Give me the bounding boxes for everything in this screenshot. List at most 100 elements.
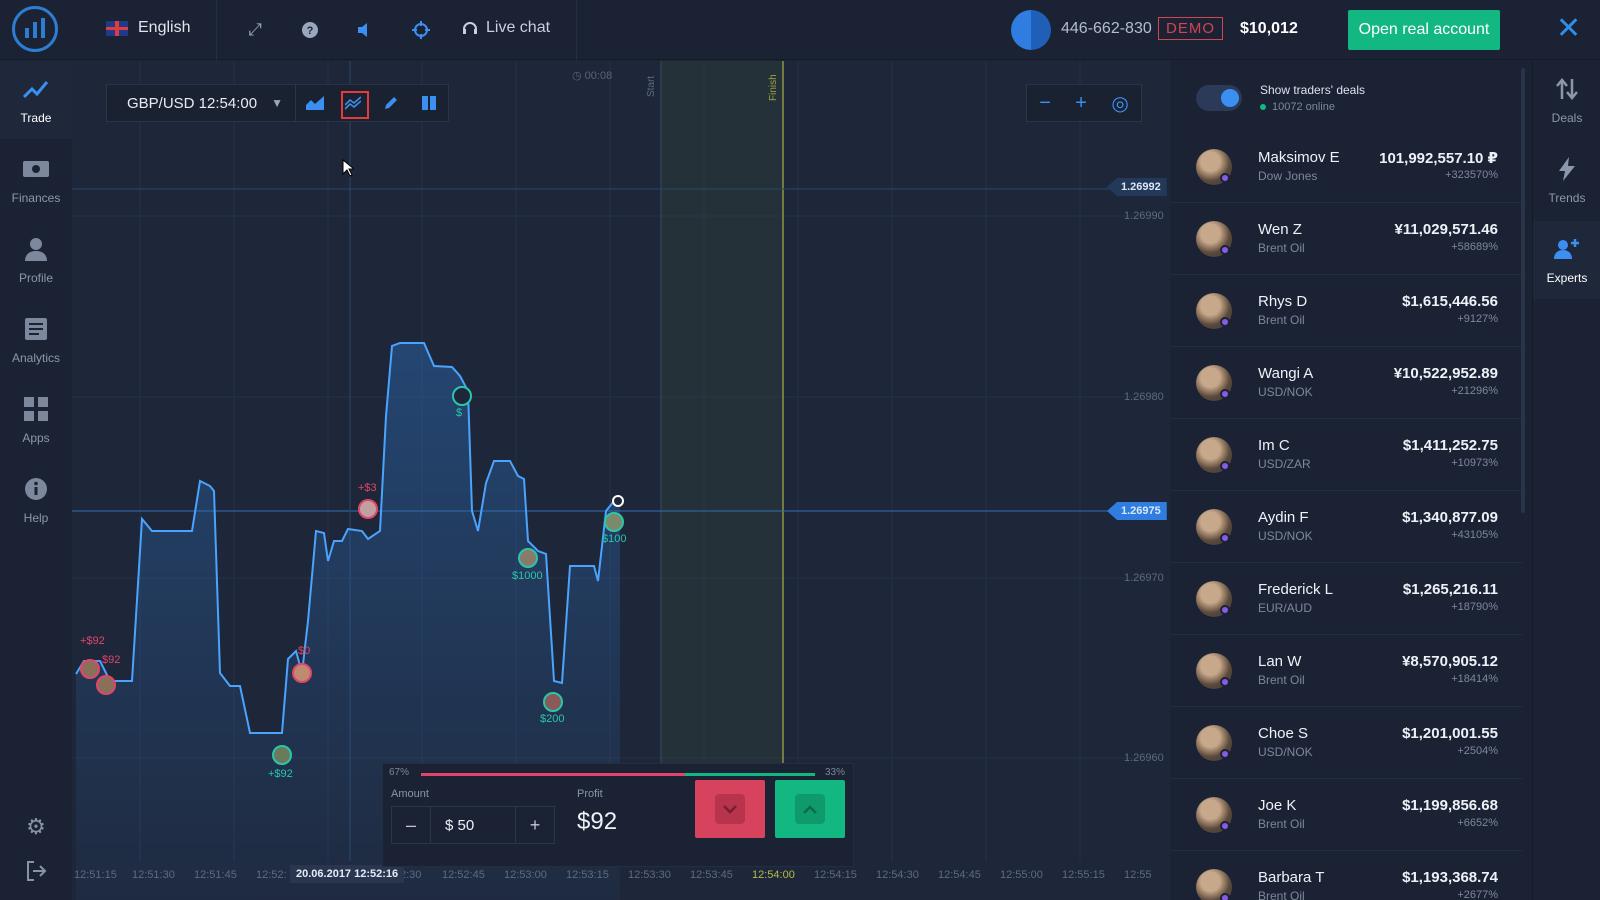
trader-row[interactable]: Wangi A USD/NOK ¥10,522,952.89 +21296% <box>1170 349 1522 419</box>
status-dot <box>1220 461 1230 471</box>
language-label: English <box>138 19 191 36</box>
status-dot <box>1220 893 1230 900</box>
trader-marker <box>96 675 116 695</box>
draw-tool-button[interactable] <box>372 84 410 122</box>
trader-row[interactable]: Lan W Brent Oil ¥8,570,905.12 +18414% <box>1170 637 1522 707</box>
sort-arrows-icon <box>1556 75 1578 103</box>
language-selector[interactable]: English <box>106 19 190 37</box>
trader-name: Wen Z <box>1258 221 1302 238</box>
deal-label: $100 <box>602 533 627 545</box>
live-chat-button[interactable]: Live chat <box>462 19 550 37</box>
time-axis-label: 12:53:30 <box>628 869 671 881</box>
show-deals-toggle[interactable] <box>1196 85 1242 111</box>
status-dot <box>1220 317 1230 327</box>
live-chat-label: Live chat <box>486 19 551 36</box>
nav-profile[interactable]: Profile <box>0 221 72 299</box>
nav-experts[interactable]: Experts <box>1533 221 1600 299</box>
price-chart[interactable]: Start Finish <box>72 61 1170 900</box>
trader-row[interactable]: Aydin F USD/NOK $1,340,877.09 +43105% <box>1170 493 1522 563</box>
center-target-icon[interactable]: ◎ <box>1111 92 1129 115</box>
target-icon[interactable] <box>409 18 433 42</box>
help-icon[interactable]: ? <box>298 18 322 42</box>
sound-icon[interactable] <box>354 18 378 42</box>
trader-row[interactable]: Maksimov E Dow Jones 101,992,557.10 ₽ +3… <box>1170 133 1522 203</box>
logout-icon[interactable] <box>22 857 50 885</box>
trader-name: Im C <box>1258 437 1290 454</box>
lightning-icon <box>1559 155 1575 183</box>
amount-decrease-button[interactable]: – <box>405 814 416 835</box>
trader-row[interactable]: Wen Z Brent Oil ¥11,029,571.46 +58689% <box>1170 205 1522 275</box>
trader-row[interactable]: Choe S USD/NOK $1,201,001.55 +2504% <box>1170 709 1522 779</box>
nav-label: Apps <box>22 431 50 445</box>
nav-apps[interactable]: Apps <box>0 381 72 459</box>
trader-asset: Brent Oil <box>1258 889 1305 900</box>
countdown-timer: ◷ 00:08 <box>572 70 613 82</box>
trader-row[interactable]: Frederick L EUR/AUD $1,265,216.11 +18790… <box>1170 565 1522 635</box>
nav-help[interactable]: Help <box>0 461 72 539</box>
status-dot <box>1220 605 1230 615</box>
demo-badge[interactable]: DEMO <box>1158 17 1223 40</box>
trader-row[interactable]: Joe K Brent Oil $1,199,856.68 +6652% <box>1170 781 1522 851</box>
trader-amount: $1,199,856.68 <box>1402 797 1498 814</box>
nav-finances[interactable]: Finances <box>0 141 72 219</box>
nav-analytics[interactable]: Analytics <box>0 301 72 379</box>
balance[interactable]: $10,012 <box>1240 20 1298 37</box>
time-axis-label: 12:51:45 <box>194 869 237 881</box>
expiry-zone <box>661 61 783 861</box>
trader-asset: Brent Oil <box>1258 817 1305 831</box>
settings-gear-icon[interactable]: ⚙ <box>26 814 46 839</box>
amount-label: Amount <box>391 788 429 800</box>
traders-scrollbar[interactable] <box>1521 68 1525 513</box>
asset-selector[interactable]: GBP/USD 12:54:00 ▼ <box>107 84 297 122</box>
trader-row[interactable]: Rhys D Brent Oil $1,615,446.56 +9127% <box>1170 277 1522 347</box>
trader-amount: $1,193,368.74 <box>1402 869 1498 886</box>
nav-deals[interactable]: Deals <box>1533 61 1600 139</box>
time-axis-label: 12:51:15 <box>74 869 117 881</box>
zoom-out-icon[interactable]: − <box>1039 91 1051 114</box>
put-down-button[interactable] <box>695 780 765 838</box>
traders-header: Show traders' deals 10072 online <box>1170 61 1522 133</box>
fullscreen-icon[interactable]: ⤢ <box>248 20 262 39</box>
indicators-button[interactable] <box>334 84 372 122</box>
trader-asset: Dow Jones <box>1258 169 1318 183</box>
nav-trade[interactable]: Trade <box>0 61 72 139</box>
trader-asset: USD/ZAR <box>1258 457 1311 471</box>
mouse-cursor-icon <box>342 159 354 177</box>
left-sidebar: Trade Finances Profile Analytics Apps He… <box>0 61 72 900</box>
amount-input[interactable]: $ 50 <box>430 807 516 843</box>
avatar[interactable] <box>1011 10 1051 50</box>
logo[interactable] <box>12 6 58 52</box>
trader-row[interactable]: Im C USD/ZAR $1,411,252.75 +10973% <box>1170 421 1522 491</box>
deal-label: +$92 <box>80 635 105 647</box>
chevron-down-icon: ▼ <box>271 96 283 110</box>
area-chart-button[interactable] <box>296 84 334 122</box>
call-up-button[interactable] <box>775 780 845 838</box>
close-icon[interactable]: ✕ <box>1556 12 1582 45</box>
trade-panel: 67% 33% Amount Profit – $ 50 + $92 <box>382 763 854 867</box>
area-chart-icon <box>306 96 325 110</box>
trader-asset: Brent Oil <box>1258 673 1305 687</box>
chevron-down-icon <box>715 794 745 824</box>
user-icon <box>25 235 47 263</box>
amount-increase-button[interactable]: + <box>529 814 541 835</box>
layout-button[interactable] <box>410 84 448 122</box>
trader-amount: ¥11,029,571.46 <box>1394 221 1498 238</box>
price-axis-label: 1.26960 <box>1124 752 1164 764</box>
trader-row[interactable]: Barbara T Brent Oil $1,193,368.74 +2677% <box>1170 853 1522 900</box>
time-axis-label: 12:54:45 <box>938 869 981 881</box>
nav-label: Finances <box>11 191 61 205</box>
nav-label: Experts <box>1546 271 1588 285</box>
trader-marker <box>358 499 378 519</box>
status-dot <box>1220 245 1230 255</box>
online-count: 10072 online <box>1260 101 1335 113</box>
divider <box>576 0 577 60</box>
chart-area[interactable]: Start Finish GBP/USD 12:54:00 ▼ <box>72 61 1170 900</box>
status-dot <box>1220 821 1230 831</box>
nav-label: Analytics <box>11 351 61 365</box>
time-axis-label: 2:30 <box>400 869 422 881</box>
trader-percent: +21296% <box>1451 385 1498 397</box>
zoom-in-icon[interactable]: + <box>1075 91 1087 114</box>
nav-trends[interactable]: Trends <box>1533 141 1600 219</box>
trader-percent: +58689% <box>1451 241 1498 253</box>
open-real-account-button[interactable]: Open real account <box>1348 10 1500 50</box>
